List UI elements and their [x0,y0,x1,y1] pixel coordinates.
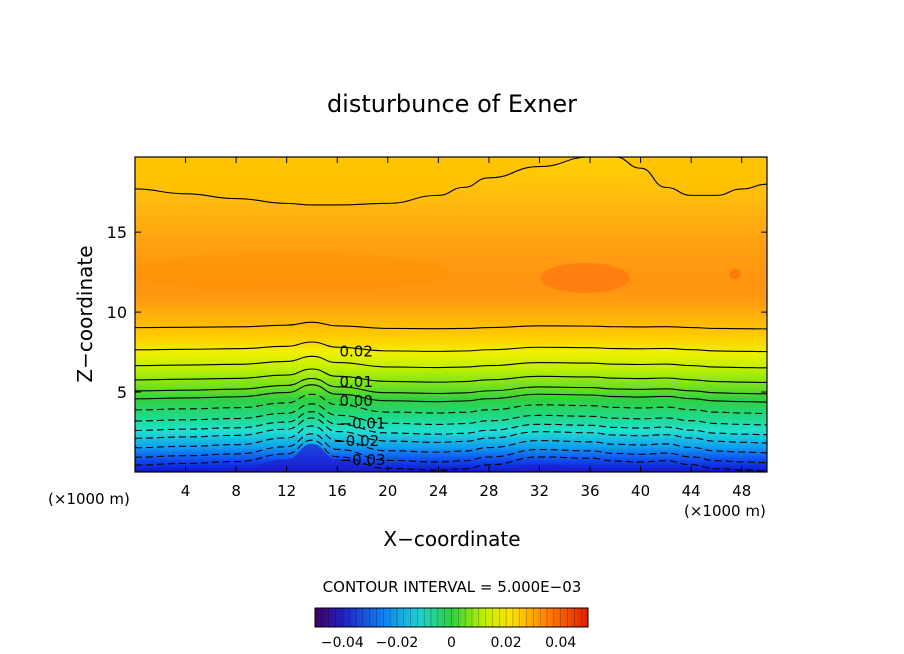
x-tick-label: 12 [277,482,296,500]
x-axis-label: X−coordinate [383,527,520,551]
field-gradient [135,157,767,472]
warm-core-dot [729,269,741,279]
colorbar-tick-label: 0.02 [491,635,522,651]
contour-line [135,157,767,206]
contour-label: −0.02 [333,432,379,450]
colorbar-tick-label: 0.04 [545,635,576,651]
contour-line [135,384,767,403]
bottom-bump [135,443,767,472]
warm-core-left [135,252,450,292]
colorbar-tick-label: 0 [447,635,456,651]
contour-label: −0.01 [340,414,386,432]
x-tick-label: 4 [181,482,191,500]
contour-labels: 0.02 0.010.00 −0.01−0.02−0.03 [333,342,385,469]
contour-line [135,433,767,464]
x-tick-label: 24 [429,482,448,500]
x-tick-label: 16 [328,482,347,500]
contour-line [135,377,767,395]
colorbar-stripes [321,608,582,627]
colorbar-ticks: −0.04 −0.02 0 0.02 0.04 [321,635,577,651]
y-axis-label: Z−coordinate [73,245,97,382]
y-axis-ticks: 5 10 15 [107,223,767,402]
x-tick-label: 48 [732,482,751,500]
x-unit-left: (×1000 m) [48,490,130,508]
contour-field: 0.02 0.010.00 −0.01−0.02−0.03 [135,157,767,472]
contour-label: 0.02 [339,342,372,360]
contour-line [135,403,767,426]
contour-line [135,368,767,383]
y-tick-label: 10 [107,303,127,322]
x-axis-ticks: 4 8 12 16 20 24 28 32 36 40 44 48 [181,157,751,500]
x-tick-label: 28 [479,482,498,500]
contour-label: 0.01 [339,373,372,391]
upper-yellow-band [135,157,767,205]
contour-line [135,355,767,369]
contour-line [135,393,767,415]
contour-line [135,425,767,454]
x-tick-label: 36 [580,482,599,500]
contour-line [135,439,767,472]
contour-label: −0.03 [340,451,386,469]
plot-frame [134,156,768,473]
contour-label: 0.00 [339,392,372,410]
contour-lines [135,157,767,472]
warm-core-right [540,263,630,293]
x-tick-label: 40 [631,482,650,500]
colorbar [314,607,589,628]
x-unit-right: (×1000 m) [684,502,766,520]
x-tick-label: 8 [231,482,241,500]
chart-title: disturbunce of Exner [327,90,577,118]
x-tick-label: 44 [682,482,701,500]
y-tick-label: 5 [117,383,127,402]
contour-line [135,321,767,330]
x-tick-label: 32 [530,482,549,500]
y-tick-label: 15 [107,223,127,242]
contour-line [135,417,767,444]
contour-line [135,341,767,353]
colorbar-tick-label: −0.02 [375,635,418,651]
contour-interval-note: CONTOUR INTERVAL = 5.000E−03 [323,578,582,596]
contour-line [135,411,767,436]
colorbar-tick-label: −0.04 [321,635,364,651]
x-tick-label: 20 [378,482,397,500]
